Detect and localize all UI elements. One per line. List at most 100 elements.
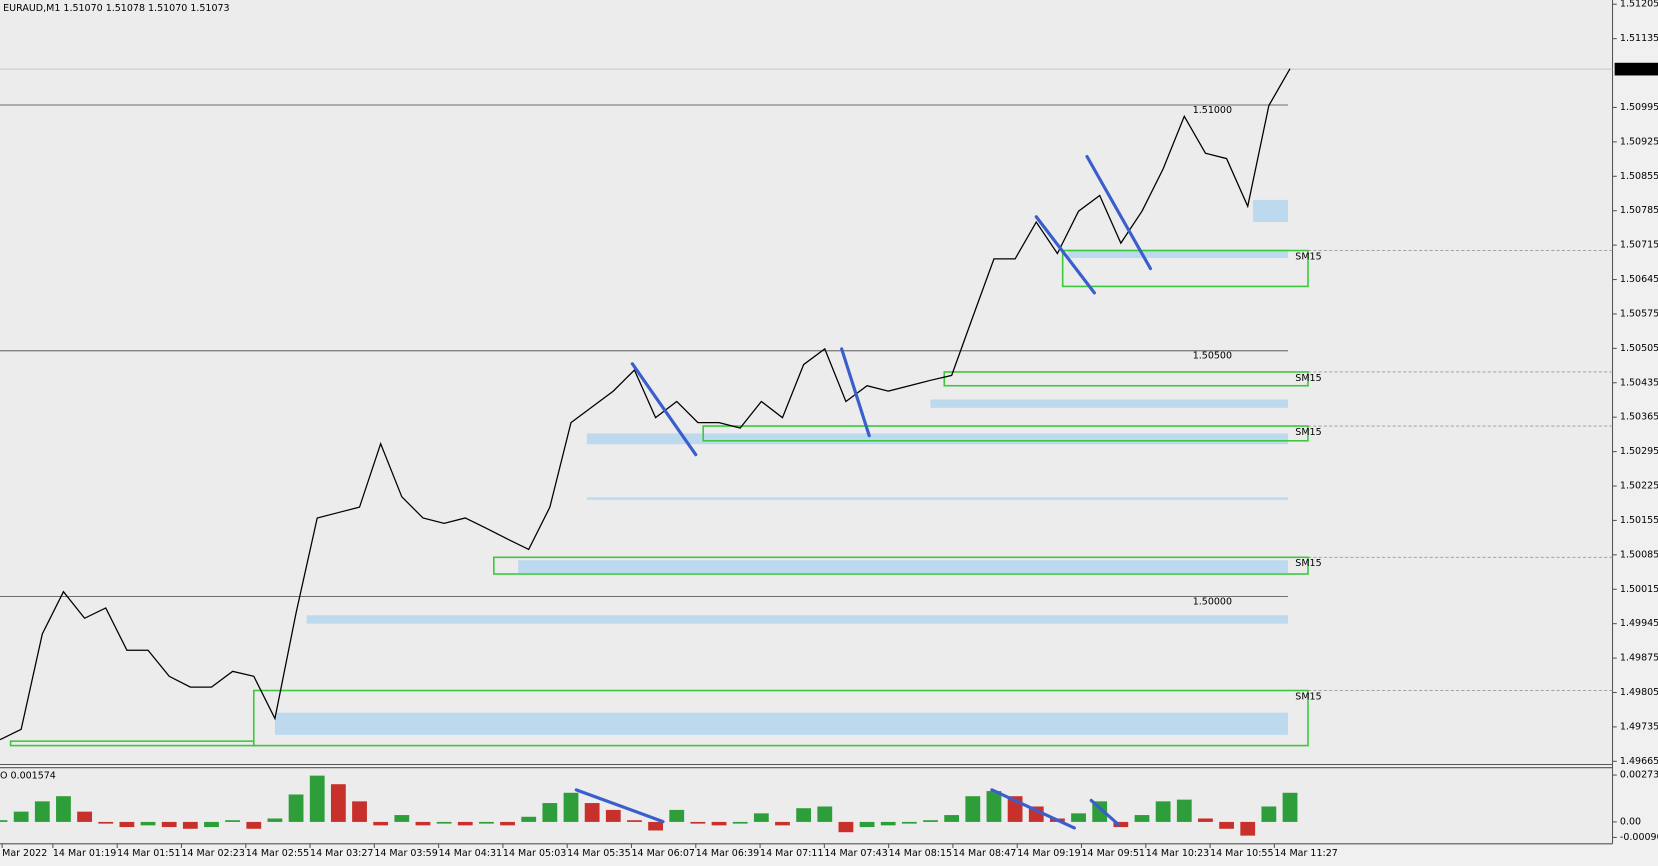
osc-bar	[605, 809, 621, 822]
y-tick-label: 1.50995	[1620, 102, 1658, 113]
osc-bar	[1219, 821, 1234, 829]
osc-bar	[944, 815, 960, 822]
osc-bar	[669, 809, 685, 822]
box-label: SM15	[1295, 427, 1321, 438]
trendline	[1034, 215, 1096, 295]
y-tick-label: 1.50505	[1620, 343, 1658, 354]
osc-bar	[753, 813, 769, 822]
osc-bar	[56, 796, 71, 822]
zone	[930, 399, 1288, 408]
osc-bar	[1282, 792, 1298, 822]
osc-bar	[373, 821, 389, 826]
x-tick-label: 14 Mar 01:19	[53, 848, 116, 859]
trendline	[840, 347, 871, 438]
box	[943, 371, 1309, 387]
chart-title: EURAUD,M1 1.51070 1.51078 1.51070 1.5107…	[3, 3, 229, 14]
oscillator-panel	[0, 768, 1613, 844]
osc-bar	[140, 821, 156, 826]
y-tick-label: 1.50575	[1620, 308, 1658, 319]
x-tick-label: 14 Mar 11:27	[1274, 848, 1337, 859]
osc-bar	[225, 820, 241, 822]
y-tick-label: 1.50295	[1620, 446, 1658, 457]
price-line	[0, 68, 1291, 741]
x-tick-label: 14 Mar 10:23	[1146, 848, 1209, 859]
osc-bar	[288, 794, 304, 822]
zone	[586, 433, 1288, 445]
osc-bar	[394, 815, 410, 822]
osc-bar	[796, 808, 812, 822]
level-label: 1.50000	[1193, 596, 1232, 607]
osc-bar	[880, 821, 896, 826]
osc-bar	[859, 821, 875, 828]
osc-bar	[415, 821, 431, 826]
oscillator-label: O 0.001574	[0, 771, 56, 782]
zone	[586, 497, 1288, 500]
osc-bar	[732, 821, 748, 824]
x-tick-label: 14 Mar 05:35	[567, 848, 630, 859]
osc-bar	[479, 821, 494, 824]
osc-bar	[0, 820, 8, 822]
y-tick-label: 1.51205	[1620, 0, 1658, 10]
osc-bar	[161, 821, 177, 828]
osc-bar	[500, 821, 515, 826]
x-tick-label: 14 Mar 06:39	[696, 848, 759, 859]
x-tick-label: Mar 2022	[2, 848, 47, 859]
osc-bar	[457, 821, 473, 826]
y-tick-label: 1.51135	[1620, 33, 1658, 44]
y-tick-label: 1.50015	[1620, 584, 1658, 595]
box-label: SM15	[1295, 251, 1321, 262]
osc-bar	[584, 803, 600, 822]
y-tick-label: 1.49735	[1620, 721, 1658, 732]
osc-bar	[1134, 815, 1150, 822]
osc-bar	[182, 821, 198, 829]
box	[493, 556, 1309, 575]
osc-bar	[77, 811, 93, 822]
osc-bar	[817, 806, 833, 822]
trendline	[630, 362, 698, 457]
x-tick-label: 14 Mar 09:51	[1082, 848, 1145, 859]
osc-bar	[246, 821, 262, 829]
osc-tick-label: -0.000906	[1620, 832, 1658, 843]
osc-bar	[648, 821, 663, 831]
osc-bar	[986, 791, 1002, 822]
osc-bar	[838, 821, 854, 833]
osc-bar	[711, 821, 727, 826]
y-tick-label: 1.50085	[1620, 549, 1658, 560]
x-tick-label: 14 Mar 09:19	[1017, 848, 1080, 859]
osc-bar	[119, 821, 135, 828]
x-tick-label: 14 Mar 01:51	[117, 848, 180, 859]
y-tick-label: 1.50855	[1620, 171, 1658, 182]
y-tick-label: 1.50785	[1620, 205, 1658, 216]
y-tick-label: 1.50225	[1620, 481, 1658, 492]
x-tick-label: 14 Mar 10:55	[1210, 848, 1273, 859]
x-tick-label: 14 Mar 06:07	[631, 848, 694, 859]
y-tick-label: 1.49805	[1620, 687, 1658, 698]
x-tick-label: 14 Mar 08:47	[953, 848, 1016, 859]
osc-bar	[627, 820, 642, 822]
trendline	[574, 788, 665, 824]
box	[702, 425, 1309, 442]
box-label: SM15	[1295, 373, 1321, 384]
box	[1061, 249, 1309, 288]
osc-bar	[1155, 801, 1171, 822]
zone	[1253, 199, 1288, 223]
price-panel	[0, 0, 1613, 763]
osc-bar	[563, 792, 579, 822]
osc-bar	[965, 796, 981, 822]
osc-bar	[13, 811, 29, 822]
x-tick-label: 14 Mar 07:11	[760, 848, 823, 859]
osc-bar	[330, 784, 346, 822]
trendline	[990, 788, 1076, 830]
y-tick-label: 1.50645	[1620, 274, 1658, 285]
level-label: 1.51000	[1193, 105, 1232, 116]
osc-bar	[98, 821, 114, 824]
x-tick-label: 14 Mar 07:43	[824, 848, 887, 859]
trendlines	[574, 154, 1153, 830]
osc-bar	[267, 818, 283, 822]
osc-bar	[1071, 813, 1086, 822]
trendline	[1089, 798, 1121, 827]
osc-bar	[436, 821, 452, 824]
trendline	[1085, 154, 1153, 271]
box	[9, 740, 255, 747]
